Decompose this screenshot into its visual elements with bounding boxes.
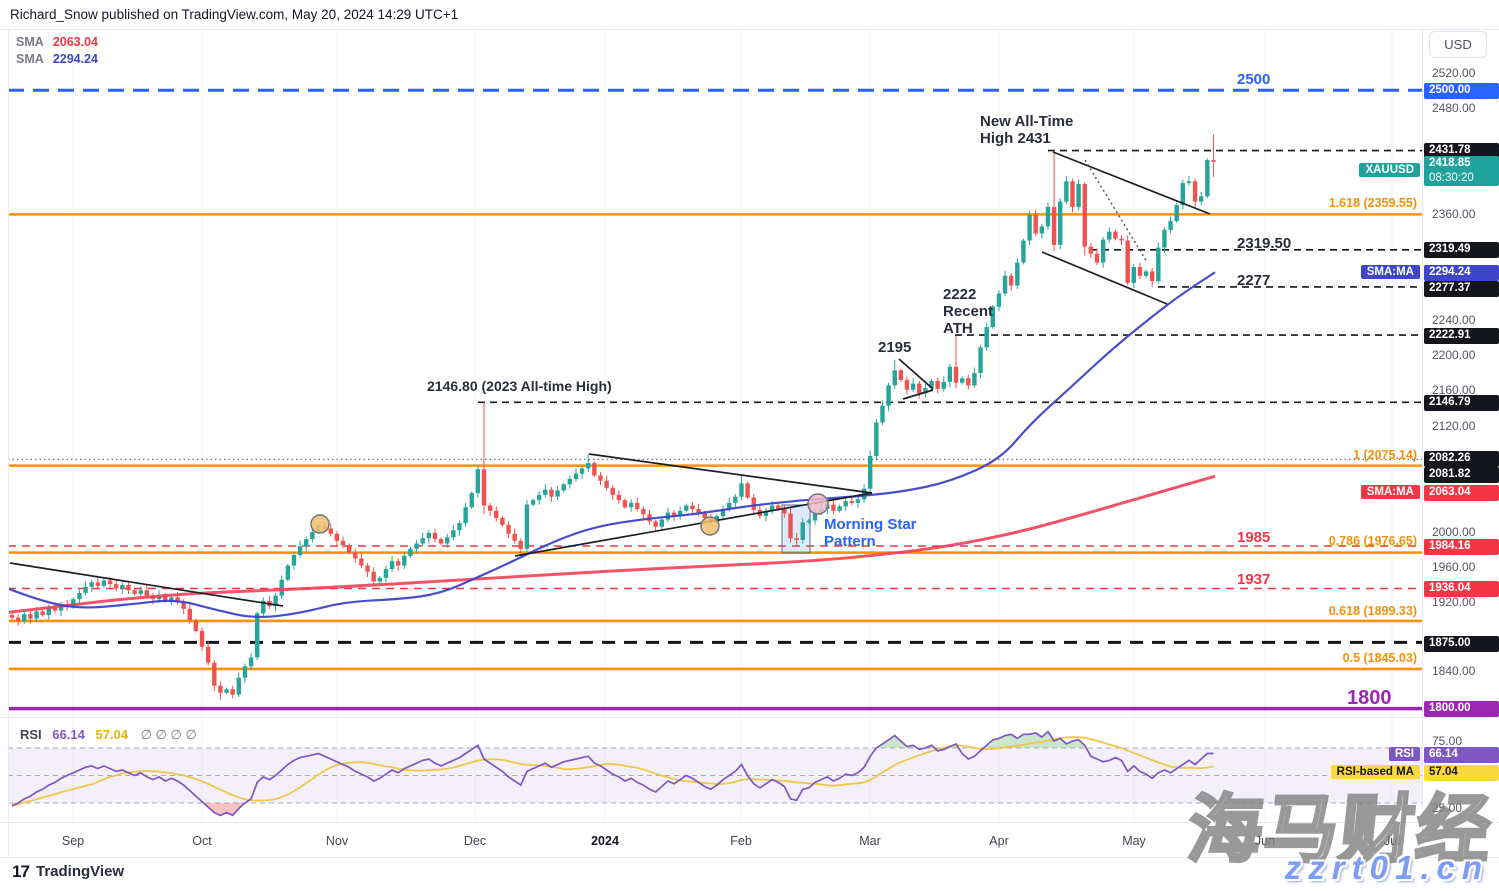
axis-price-badge: 57.04: [1424, 765, 1499, 781]
marker-circle: [310, 514, 330, 534]
axis-price-label: 2480.00: [1432, 101, 1476, 115]
dotted-trendline: [1084, 159, 1148, 263]
axis-price-badge: 2500.00: [1424, 83, 1499, 99]
axis-price-label: 2360.00: [1432, 207, 1476, 221]
chart-annotation: 2195: [878, 339, 912, 356]
axis-price-label: 1920.00: [1432, 595, 1476, 609]
axis-badge-tag: RSI-based MA: [1330, 765, 1420, 779]
time-axis-label[interactable]: Feb: [730, 834, 752, 848]
chart-annotation: 0.618 (1899.33): [1328, 604, 1417, 618]
axis-price-label: 2240.00: [1432, 313, 1476, 327]
time-axis-label[interactable]: Nov: [325, 834, 349, 848]
axis-price-label: 2120.00: [1432, 419, 1476, 433]
sma-blue-line: [8, 271, 1216, 619]
axis-badge-tag: SMA:MA: [1360, 485, 1420, 499]
sma-legend-2-value: 2294.24: [52, 52, 98, 66]
axis-price-label: 25.00: [1432, 801, 1463, 815]
axis-price-label: 2200.00: [1432, 348, 1476, 362]
axis-price-badge: 1984.16: [1424, 539, 1499, 555]
rsi-pane[interactable]: [8, 730, 1422, 817]
chart-annotation: 1 (2075.14): [1353, 448, 1417, 462]
tradingview-brand[interactable]: TradingView: [36, 863, 125, 880]
chart-annotation: 1.618 (2359.55): [1328, 196, 1417, 210]
time-axis-label[interactable]: May: [1122, 834, 1146, 848]
axis-price-badge: 2081.82: [1424, 467, 1499, 483]
chart-annotation: 1985: [1237, 529, 1271, 546]
price-levels-layer: [8, 88, 1422, 711]
axis-price-badge: 2222.91: [1424, 328, 1499, 344]
price-pane[interactable]: [8, 88, 1422, 711]
chart-annotation: 2277: [1237, 272, 1271, 289]
chart-annotation: 2500: [1237, 71, 1271, 88]
sma-legend-1-label: SMA: [16, 35, 44, 49]
footer-divider: [0, 857, 1499, 858]
axis-price-badge: 2146.79: [1424, 395, 1499, 411]
axis-price-badge: 2277.37: [1424, 281, 1499, 297]
time-axis-label[interactable]: 2024: [591, 834, 619, 848]
marker-circle: [700, 516, 720, 536]
page-title: Richard_Snow published on TradingView.co…: [10, 7, 459, 22]
axis-price-badge: 2431.78: [1424, 143, 1499, 159]
axis-price-label: 75.00: [1432, 734, 1463, 748]
axis-price-label: 2000.00: [1432, 525, 1476, 539]
axis-price-badge: 66.14: [1424, 747, 1499, 763]
time-axis-divider: [0, 822, 1499, 823]
candles-layer: [9, 134, 1216, 700]
axis-price-label: 1840.00: [1432, 664, 1476, 678]
rsi-ma-legend-value: 57.04: [95, 727, 129, 742]
pane-left-border: [8, 30, 9, 857]
chart-annotation: Morning Star Pattern: [824, 516, 917, 550]
axis-price-badge: 1875.00: [1424, 636, 1499, 652]
watermark-url: zzrt01.cn: [1284, 849, 1489, 886]
chart-annotation: 2146.80 (2023 All-time High): [427, 378, 612, 394]
chart-annotation: 0.786 (1976.65): [1328, 534, 1417, 548]
axis-price-label: 2160.00: [1432, 383, 1476, 397]
morning-star-highlight: [781, 504, 811, 554]
axis-price-badge: 2082.26: [1424, 451, 1499, 467]
tradingview-logo-icon[interactable]: 17: [12, 862, 30, 881]
rsi-legend-empty-slots: ∅ ∅ ∅ ∅: [140, 727, 197, 742]
rsi-ma-line: [11, 736, 1214, 807]
time-axis-label[interactable]: Apr: [989, 834, 1009, 848]
sma-legend-2-label: SMA: [16, 52, 44, 66]
axis-price-badge: 2063.04: [1424, 485, 1499, 501]
chart-annotation: 1937: [1237, 571, 1271, 588]
sma-legend-1[interactable]: SMA 2063.04: [16, 35, 98, 49]
rsi-line: [11, 730, 1214, 817]
sma-legend-2[interactable]: SMA 2294.24: [16, 52, 98, 66]
chart-annotation: New All-Time High 2431: [980, 113, 1074, 147]
axis-badge-tag: RSI: [1388, 747, 1420, 761]
rsi-pane-divider[interactable]: [0, 717, 1499, 718]
chart-annotation: 0.5 (1845.03): [1342, 651, 1417, 665]
currency-button[interactable]: USD: [1429, 31, 1487, 58]
time-axis-label[interactable]: Oct: [192, 834, 212, 848]
axis-price-badge: 2294.24: [1424, 265, 1499, 281]
axis-price-label: 2520.00: [1432, 66, 1476, 80]
rsi-legend-value: 66.14: [52, 727, 85, 742]
sma-legend-1-value: 2063.04: [52, 35, 98, 49]
axis-badge-tag: XAUUSD: [1359, 163, 1420, 177]
grid-layer: [72, 30, 1393, 822]
rsi-legend[interactable]: RSI 66.14 57.04 ∅ ∅ ∅ ∅: [20, 727, 197, 743]
time-axis-label[interactable]: Dec: [463, 834, 487, 848]
chart-annotation: 1800: [1347, 687, 1392, 709]
price-axis-border[interactable]: [1422, 30, 1423, 857]
chart-annotation: 2319.50: [1237, 235, 1292, 252]
chart-annotation: 2222 Recent ATH: [943, 286, 994, 337]
axis-price-label: 1960.00: [1432, 560, 1476, 574]
axis-price-badge: 1800.00: [1424, 701, 1499, 717]
marker-circle: [807, 493, 829, 515]
rsi-legend-label: RSI: [20, 727, 42, 742]
time-axis-label[interactable]: Mar: [859, 834, 881, 848]
axis-price-badge: 1936.04: [1424, 581, 1499, 597]
time-axis-label[interactable]: Jun: [1254, 834, 1276, 848]
axis-price-badge: 2418.85 08:30:20: [1424, 156, 1499, 186]
header-divider: [0, 29, 1499, 30]
time-axis-label[interactable]: Jul: [1384, 834, 1400, 848]
time-axis-label[interactable]: Sep: [61, 834, 85, 848]
axis-badge-tag: SMA:MA: [1360, 265, 1420, 279]
axis-price-badge: 2319.49: [1424, 242, 1499, 258]
